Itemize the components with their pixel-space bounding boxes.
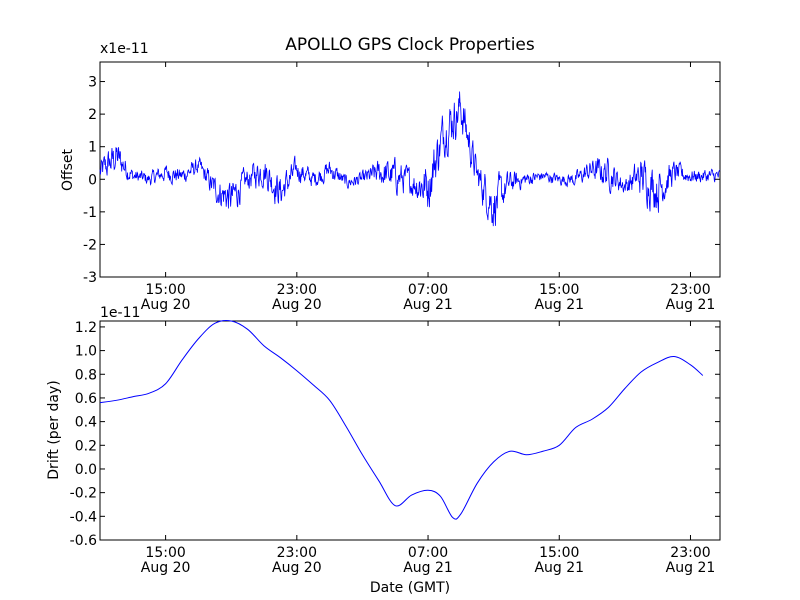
offset-xtick-time: 23:00 [670, 282, 710, 298]
offset-ytick-label: 0 [88, 172, 97, 188]
offset-xtick-date: Aug 21 [403, 297, 453, 313]
drift-ticks: -0.6-0.4-0.20.00.20.40.60.81.01.215:00Au… [70, 320, 720, 576]
drift-ytick-label: 0.4 [75, 415, 97, 431]
drift-xlabel: Date (GMT) [370, 580, 450, 596]
offset-ytick-label: 2 [88, 107, 97, 123]
offset-xtick-date: Aug 21 [534, 297, 584, 313]
offset-ytick-label: 3 [88, 75, 97, 91]
offset-ylabel: Offset [60, 148, 76, 191]
offset-xtick-date: Aug 20 [272, 297, 322, 313]
drift-ytick-label: 0.2 [75, 438, 97, 454]
offset-ytick-label: 1 [88, 140, 97, 156]
offset-ytick-label: -2 [83, 237, 97, 253]
drift-ytick-label: 0.0 [75, 462, 97, 478]
drift-xtick-time: 23:00 [670, 545, 710, 561]
drift-line [99, 320, 704, 520]
drift-xtick-date: Aug 20 [141, 560, 191, 576]
drift-xtick-date: Aug 21 [666, 560, 716, 576]
drift-xtick-date: Aug 21 [534, 560, 584, 576]
drift-ytick-label: 0.8 [75, 367, 97, 383]
drift-ytick-label: 1.2 [75, 320, 97, 336]
offset-line [99, 91, 721, 227]
drift-ytick-label: 1.0 [75, 344, 97, 360]
offset-xtick-time: 15:00 [539, 282, 579, 298]
offset-xtick-time: 07:00 [408, 282, 448, 298]
offset-ytick-label: -1 [83, 205, 97, 221]
drift-xtick-time: 15:00 [539, 545, 579, 561]
drift-multiplier-label: 1e-11 [100, 305, 140, 321]
drift-xtick-time: 07:00 [408, 545, 448, 561]
drift-xtick-time: 23:00 [277, 545, 317, 561]
drift-plot-frame [99, 320, 721, 541]
drift-ytick-label: 0.6 [75, 391, 97, 407]
offset-xtick-time: 15:00 [145, 282, 185, 298]
drift-xtick-time: 15:00 [145, 545, 185, 561]
chart-title: APOLLO GPS Clock Properties [285, 35, 535, 55]
offset-series [99, 91, 721, 227]
offset-ytick-label: -3 [83, 270, 97, 286]
drift-ytick-label: -0.4 [70, 509, 97, 525]
drift-axes: -0.6-0.4-0.20.00.20.40.60.81.01.215:00Au… [70, 320, 721, 576]
drift-ytick-label: -0.6 [70, 533, 97, 549]
offset-xtick-time: 23:00 [277, 282, 317, 298]
offset-xtick-date: Aug 21 [666, 297, 716, 313]
drift-ylabel: Drift (per day) [46, 380, 62, 479]
drift-series [99, 320, 704, 520]
drift-xtick-date: Aug 20 [272, 560, 322, 576]
offset-multiplier-label: x1e-11 [100, 41, 149, 57]
drift-xtick-date: Aug 21 [403, 560, 453, 576]
offset-xtick-date: Aug 20 [141, 297, 191, 313]
drift-ytick-label: -0.2 [70, 486, 97, 502]
offset-plot-frame [99, 61, 721, 278]
